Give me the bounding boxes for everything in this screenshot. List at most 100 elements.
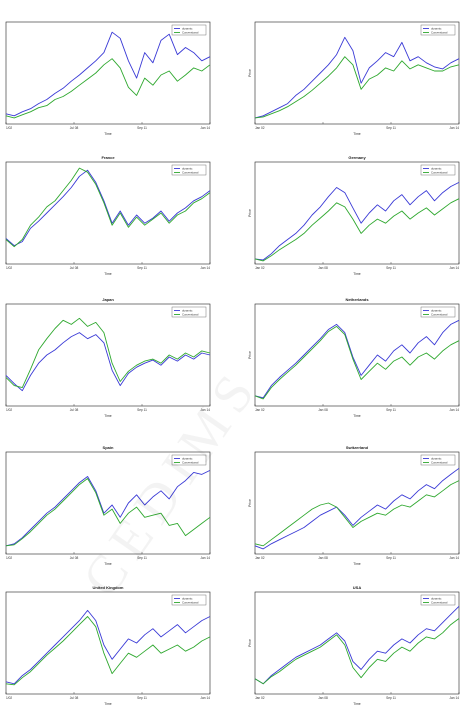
chart-panel-7: Switzerland Price Jan 02 Jan 08 Sep 11 Jan 14… <box>248 445 460 568</box>
x-tick-label: Sep 11 <box>137 126 147 130</box>
x-tick-label: Jan 02 <box>255 126 265 130</box>
x-tick-label: 1/02 <box>6 266 12 270</box>
x-tick-label: Jan 08 <box>318 266 328 270</box>
x-tick-label: Jan 14 <box>200 266 210 270</box>
series-line-dynamic <box>5 609 211 685</box>
x-tick-label: Sep 11 <box>137 696 147 700</box>
x-tick-label: Jul 08 <box>70 696 79 700</box>
series-line-conventional <box>254 56 460 119</box>
chart-title: USA <box>353 585 362 590</box>
x-tick-label: Jan 14 <box>200 696 210 700</box>
line-chart: 1/02 Jul 08 Sep 11 Jan 14 Time dynamicConvent… <box>5 21 211 136</box>
x-tick-label: Jul 08 <box>70 556 79 560</box>
plot-area <box>5 451 211 555</box>
series-line-conventional <box>5 167 211 248</box>
legend-label: Conventional <box>431 461 448 465</box>
line-chart: Japan 1/02 Jul 08 Sep 11 Jan 14 Time dynamicCo… <box>5 297 211 418</box>
line-chart: United Kingdom 1/02 Jul 08 Sep 11 Jan 14 Time… <box>5 585 211 706</box>
x-tick-label: 1/02 <box>6 696 12 700</box>
legend-label: Conventional <box>431 171 448 175</box>
x-axis-label: Time <box>353 132 361 136</box>
plot-area <box>254 591 460 695</box>
x-axis-label: Time <box>353 414 361 418</box>
legend-label: Conventional <box>182 31 199 35</box>
x-tick-label: Sep 11 <box>137 408 147 412</box>
x-axis-label: Time <box>104 272 112 276</box>
series-line-dynamic <box>254 605 460 685</box>
series-line-dynamic <box>254 36 460 119</box>
chart-panel-8: United Kingdom 1/02 Jul 08 Sep 11 Jan 14 Time… <box>5 585 211 708</box>
legend-label: Conventional <box>182 601 199 605</box>
chart-title: Japan <box>102 297 114 302</box>
legend-label: dynamic <box>182 457 193 461</box>
x-tick-label: Jan 02 <box>255 408 265 412</box>
x-tick-label: Jan 02 <box>255 266 265 270</box>
chart-title: Switzerland <box>346 445 369 450</box>
plot-area <box>254 451 460 555</box>
x-tick-label: Sep 11 <box>386 126 396 130</box>
series-line-conventional <box>5 616 211 686</box>
chart-title: France <box>101 155 115 160</box>
x-tick-label: 1/02 <box>6 408 12 412</box>
x-tick-label: Sep 11 <box>386 696 396 700</box>
line-chart: Germany Price Jan 02 Jan 08 Sep 11 Jan 14 Time… <box>248 155 460 276</box>
series-line-conventional <box>5 317 211 389</box>
series-line-dynamic <box>5 332 211 392</box>
series-line-dynamic <box>5 169 211 247</box>
chart-panel-3: Germany Price Jan 02 Jan 08 Sep 11 Jan 14 Time… <box>248 155 460 278</box>
chart-title: Spain <box>103 445 114 450</box>
line-chart: Spain 1/02 Jul 08 Sep 11 Jan 14 Time dynamicCo… <box>5 445 211 566</box>
plot-area <box>5 591 211 695</box>
x-tick-label: Jan 14 <box>200 408 210 412</box>
x-axis-label: Time <box>104 562 112 566</box>
chart-title: Germany <box>348 155 366 160</box>
y-axis-label: Price <box>248 209 252 217</box>
x-tick-label: Jan 14 <box>449 408 459 412</box>
line-chart: France 1/02 Jul 08 Sep 11 Jan 14 Time dynamicC… <box>5 155 211 276</box>
y-axis-label: Price <box>248 499 252 507</box>
series-line-dynamic <box>254 181 460 261</box>
chart-panel-6: Spain 1/02 Jul 08 Sep 11 Jan 14 Time dynamic Co… <box>5 445 211 568</box>
line-chart: Netherlands Price Jan 02 Jan 08 Sep 11 Jan 14… <box>248 297 460 418</box>
legend-label: dynamic <box>431 309 442 313</box>
x-tick-label: Jul 08 <box>70 266 79 270</box>
y-axis-label: Price <box>248 69 252 77</box>
line-chart: USA Price Jan 02 Jan 08 Sep 11 Jan 14 Time dyna… <box>248 585 460 706</box>
plot-area <box>254 161 460 265</box>
series-line-dynamic <box>254 319 460 399</box>
x-tick-label: Sep 11 <box>137 556 147 560</box>
x-axis-label: Time <box>104 414 112 418</box>
x-tick-label: Sep 11 <box>137 266 147 270</box>
series-line-conventional <box>254 618 460 685</box>
legend-label: dynamic <box>182 167 193 171</box>
x-tick-label: Jan 02 <box>255 696 265 700</box>
x-tick-label: Jan 02 <box>255 556 265 560</box>
legend-label: Conventional <box>431 601 448 605</box>
x-tick-label: Jan 14 <box>449 556 459 560</box>
chart-title: Netherlands <box>345 297 369 302</box>
plot-area <box>254 21 460 125</box>
legend-label: Conventional <box>431 31 448 35</box>
x-axis-label: Time <box>353 702 361 706</box>
legend-label: dynamic <box>431 167 442 171</box>
legend-label: Conventional <box>182 171 199 175</box>
series-line-conventional <box>5 478 211 547</box>
legend-label: Conventional <box>182 313 199 317</box>
x-tick-label: 1/02 <box>6 126 12 130</box>
x-tick-label: Jan 14 <box>200 556 210 560</box>
chart-panel-2: France 1/02 Jul 08 Sep 11 Jan 14 Time dynamic C… <box>5 155 211 278</box>
x-tick-label: Jan 14 <box>200 126 210 130</box>
chart-panel-4: Japan 1/02 Jul 08 Sep 11 Jan 14 Time dynamic Co… <box>5 297 211 420</box>
x-tick-label: Jan 14 <box>449 126 459 130</box>
x-tick-label: Jan 08 <box>318 556 328 560</box>
series-line-dynamic <box>5 31 211 117</box>
legend-label: dynamic <box>182 309 193 313</box>
series-line-conventional <box>254 198 460 262</box>
